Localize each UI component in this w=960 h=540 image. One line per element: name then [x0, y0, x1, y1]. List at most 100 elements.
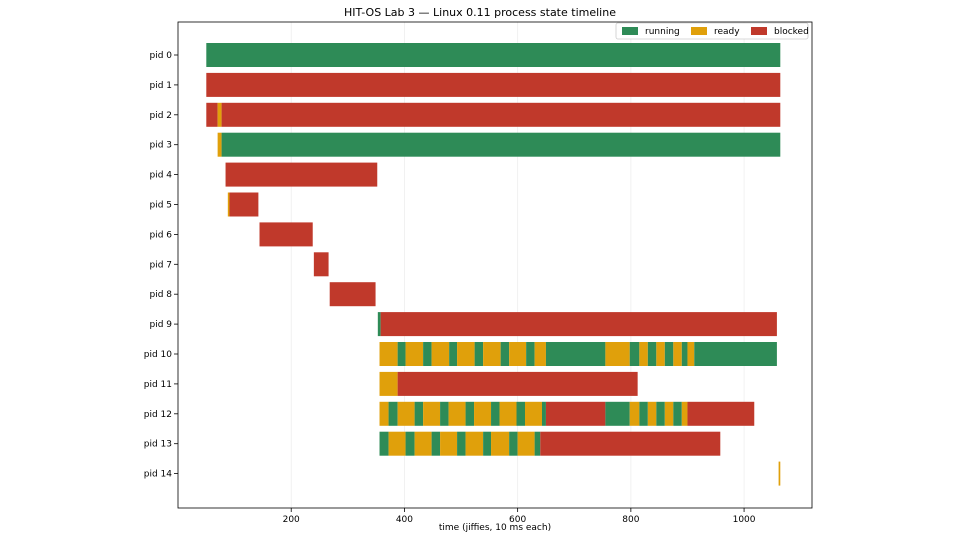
state-segment-ready: [397, 401, 415, 426]
state-segment-ready: [217, 132, 222, 157]
state-segment-running: [206, 43, 781, 67]
legend: running ready blocked: [615, 22, 809, 40]
y-tick-label: pid 8: [149, 290, 172, 300]
state-segment-running: [483, 431, 492, 456]
y-tick-label: pid 7: [149, 260, 172, 270]
state-segment-ready: [525, 401, 542, 426]
state-segment-ready: [499, 401, 517, 426]
state-segment-running: [656, 401, 665, 426]
state-segment-running: [379, 431, 389, 456]
state-segment-ready: [491, 431, 510, 456]
state-segment-running: [397, 342, 406, 366]
state-segment-blocked: [206, 102, 218, 127]
state-segment-blocked: [259, 222, 313, 247]
state-segment-running: [449, 342, 458, 366]
y-tick-label: pid 14: [144, 470, 173, 480]
state-segment-ready: [227, 192, 230, 217]
state-segment-running: [423, 342, 432, 366]
state-segment-running: [639, 401, 648, 426]
state-segment-ready: [448, 401, 466, 426]
axis-layer: 200 400 600 800 1000 pid 0 pid 1 pid 2 pid 3 pid …: [144, 51, 756, 525]
state-segment-running: [465, 401, 475, 426]
state-segment-ready: [414, 431, 432, 456]
state-segment-ready: [534, 342, 546, 366]
state-segment-ready: [517, 431, 535, 456]
state-segment-ready: [681, 401, 688, 426]
y-tick-label: pid 5: [149, 201, 172, 211]
state-segment-ready: [647, 401, 657, 426]
state-segment-running: [673, 401, 682, 426]
state-segment-blocked: [313, 252, 329, 277]
x-tick-label: 400: [396, 515, 413, 525]
state-segment-running: [491, 401, 500, 426]
state-segment-blocked: [545, 401, 606, 426]
state-segment-running: [647, 342, 657, 366]
state-segment-running: [541, 401, 546, 426]
state-segment-ready: [379, 371, 398, 396]
legend-label-blocked: blocked: [774, 27, 809, 37]
x-axis-label: time (jiffies, 10 ms each): [439, 523, 551, 533]
legend-label-running: running: [645, 27, 680, 37]
y-tick-label: pid 12: [144, 410, 172, 420]
state-segment-running: [474, 342, 484, 366]
state-segment-ready: [656, 342, 665, 366]
state-segment-ready: [440, 431, 458, 456]
state-segment-running: [440, 401, 449, 426]
state-segment-blocked: [221, 102, 781, 127]
state-segment-running: [534, 431, 541, 456]
state-segment-running: [377, 312, 381, 337]
y-tick-label: pid 11: [144, 380, 172, 390]
state-segment-ready: [778, 461, 781, 486]
state-segment-running: [664, 342, 674, 366]
state-segment-ready: [664, 401, 674, 426]
x-tick-label: 1000: [733, 515, 756, 525]
state-segment-blocked: [229, 192, 259, 217]
x-tick-label: 600: [509, 515, 526, 525]
bars-layer: [206, 43, 781, 486]
state-segment-running: [221, 132, 781, 157]
y-tick-label: pid 1: [149, 81, 172, 91]
y-tick-label: pid 4: [149, 171, 172, 181]
state-segment-blocked: [206, 72, 781, 97]
y-tick-label: pid 9: [149, 320, 172, 330]
state-segment-ready: [465, 431, 484, 456]
state-segment-ready: [431, 342, 450, 366]
y-tick-label: pid 0: [149, 51, 172, 61]
legend-label-ready: ready: [714, 27, 740, 37]
state-segment-running: [681, 342, 688, 366]
state-segment-ready: [673, 342, 682, 366]
state-segment-ready: [423, 401, 441, 426]
state-segment-running: [405, 431, 415, 456]
state-segment-ready: [605, 342, 630, 366]
state-segment-running: [457, 431, 466, 456]
state-segment-ready: [687, 342, 695, 366]
state-segment-ready: [629, 401, 640, 426]
y-tick-label: pid 3: [149, 141, 172, 151]
chart-title: HIT-OS Lab 3 — Linux 0.11 process state …: [344, 6, 616, 19]
state-segment-ready: [379, 401, 389, 426]
state-segment-ready: [379, 342, 398, 366]
state-segment-ready: [509, 342, 527, 366]
y-tick-label: pid 6: [149, 230, 172, 240]
state-segment-ready: [217, 102, 222, 127]
y-tick-label: pid 10: [144, 350, 173, 360]
state-segment-ready: [483, 342, 501, 366]
state-segment-blocked: [329, 282, 376, 307]
y-tick-label: pid 2: [149, 111, 172, 121]
x-tick-label: 200: [283, 515, 300, 525]
state-segment-running: [500, 342, 510, 366]
state-segment-ready: [405, 342, 424, 366]
legend-swatch-running: [622, 27, 638, 35]
state-segment-running: [605, 401, 630, 426]
state-segment-blocked: [397, 371, 638, 396]
state-segment-running: [545, 342, 606, 366]
state-segment-running: [694, 342, 777, 366]
state-segment-running: [388, 401, 398, 426]
state-segment-blocked: [687, 401, 755, 426]
state-segment-blocked: [225, 162, 378, 187]
state-segment-running: [414, 401, 424, 426]
state-segment-running: [431, 431, 441, 456]
legend-swatch-blocked: [751, 27, 767, 35]
state-segment-running: [509, 431, 518, 456]
